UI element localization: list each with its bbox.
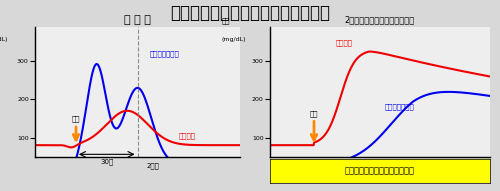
Text: 血糖曲線: 血糖曲線: [178, 133, 196, 139]
Text: 血糖曲線: 血糖曲線: [336, 39, 353, 45]
Text: インスリン抗抗性の改善が第一: インスリン抗抗性の改善が第一: [345, 166, 415, 176]
Text: 血糖: 血糖: [222, 18, 230, 24]
Text: 食餅: 食餅: [72, 116, 80, 122]
Text: (mg/dL): (mg/dL): [222, 37, 246, 42]
Text: 2時間: 2時間: [146, 163, 160, 169]
Text: インスリン分泌パターンと血糖推移: インスリン分泌パターンと血糖推移: [170, 4, 330, 22]
Text: インスリン分泌: インスリン分泌: [150, 50, 180, 57]
Text: インスリン分泌: インスリン分泌: [384, 104, 414, 110]
Text: 食餅: 食餅: [310, 110, 318, 117]
Text: (mg/dL): (mg/dL): [0, 37, 8, 42]
Title: 正 常 人: 正 常 人: [124, 15, 151, 25]
Text: 30分: 30分: [100, 158, 114, 165]
Title: 2型糖尿病（インスリン不要）: 2型糖尿病（インスリン不要）: [345, 16, 415, 25]
